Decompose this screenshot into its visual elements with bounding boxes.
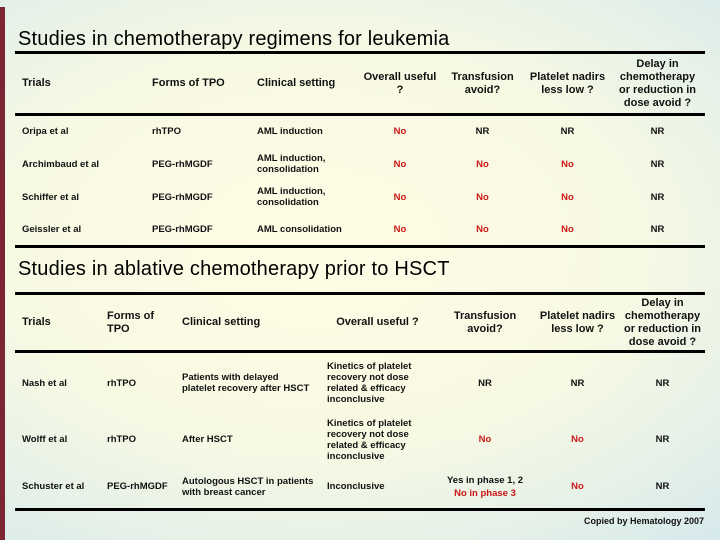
leukemia-studies-table: Trials Forms of TPO Clinical setting Ove… (15, 51, 705, 248)
table2-header: Trials Forms of TPO Clinical setting Ove… (15, 293, 705, 353)
form-cell: PEG-rhMGDF (145, 213, 250, 248)
col-header-forms-of-tpo: Forms of TPO (145, 52, 250, 116)
col-header-overall-useful: Overall useful ? (360, 52, 440, 116)
delay-cell: NR (655, 377, 670, 389)
transfusion-cell: No (476, 191, 489, 203)
overall-cell: Kinetics of platelet recovery not dose r… (327, 417, 412, 462)
hsct-studies-table: Trials Forms of TPO Clinical setting Ove… (15, 292, 705, 511)
form-cell: PEG-rhMGDF (152, 158, 213, 170)
setting-cell: After HSCT (182, 434, 233, 445)
section1-title: Studies in chemotherapy regimens for leu… (18, 28, 450, 50)
setting-cell: AML consolidation (250, 213, 360, 248)
table-row: Archimbaud et al PEG-rhMGDF AML inductio… (15, 148, 705, 181)
trial-cell: Schuster et al (15, 465, 100, 511)
table-row: Oripa et al rhTPO AML induction No NR NR… (15, 115, 705, 148)
table1-header-row: Trials Forms of TPO Clinical setting Ove… (15, 52, 705, 116)
col-header-platelet-nadirs: Platelet nadirs less low ? (525, 52, 610, 116)
delay-cell: NR (620, 465, 705, 511)
platelet-cell: NR (560, 126, 575, 138)
delay-cell: NR (650, 158, 665, 170)
trial-cell: Oripa et al (22, 126, 69, 138)
transfusion-cell: NR (475, 126, 490, 138)
table2-header-row: Trials Forms of TPO Clinical setting Ove… (15, 293, 705, 353)
setting-cell: Autologous HSCT in patients with breast … (175, 465, 320, 511)
transfusion-line: NR (478, 377, 492, 389)
table-row: Geissler et al PEG-rhMGDF AML consolidat… (15, 213, 705, 248)
table-row: Schiffer et al PEG-rhMGDF AML induction,… (15, 181, 705, 214)
table-row: Nash et al rhTPO Patients with delayed p… (15, 352, 705, 414)
delay-cell: NR (610, 213, 705, 248)
transfusion-cell: Yes in phase 1, 2 No in phase 3 (435, 465, 535, 511)
col-header-delay-chemotherapy: Delay in chemotherapy or reduction in do… (610, 52, 705, 116)
transfusion-line: No (478, 434, 492, 445)
col-header-transfusion-avoid: Transfusion avoid? (435, 293, 535, 353)
col-header-overall-useful: Overall useful ? (320, 293, 435, 353)
transfusion-cell: NR (435, 352, 535, 414)
col-header-clinical-setting: Clinical setting (250, 52, 360, 116)
col-header-trials: Trials (15, 52, 145, 116)
setting-cell: AML induction, consolidation (257, 186, 326, 208)
form-cell: PEG-rhMGDF (100, 465, 175, 511)
overall-cell: No (393, 158, 407, 170)
delay-cell: NR (650, 126, 665, 138)
form-cell: rhTPO (152, 126, 182, 138)
col-header-forms-of-tpo: Forms of TPO (100, 293, 175, 353)
setting-cell: Patients with delayed platelet recovery … (182, 372, 310, 395)
setting-cell: AML induction, consolidation (257, 153, 326, 175)
form-cell: PEG-rhMGDF (152, 191, 213, 203)
trial-cell: Geissler et al (15, 213, 145, 248)
platelet-cell: No (571, 434, 584, 445)
left-accent-bar (0, 7, 5, 540)
table-row: Schuster et al PEG-rhMGDF Autologous HSC… (15, 465, 705, 511)
trial-cell: Schiffer et al (22, 191, 80, 203)
transfusion-line: No in phase 3 (454, 487, 516, 499)
trial-cell: Nash et al (22, 377, 67, 389)
overall-cell: No (360, 213, 440, 248)
transfusion-cell: No (476, 158, 489, 170)
setting-cell: AML induction (257, 126, 323, 138)
platelet-cell: No (561, 191, 574, 203)
footer-credit: Copied by Hematology 2007 (583, 516, 704, 526)
overall-cell: Kinetics of platelet recovery not dose r… (327, 361, 412, 406)
overall-cell: No (393, 126, 407, 138)
table-row: Wolff et al rhTPO After HSCT Kinetics of… (15, 414, 705, 466)
platelet-cell: No (535, 465, 620, 511)
platelet-cell: No (525, 213, 610, 248)
transfusion-cell: No (440, 213, 525, 248)
platelet-cell: No (561, 158, 574, 170)
delay-cell: NR (650, 191, 665, 203)
trial-cell: Archimbaud et al (22, 158, 100, 170)
col-header-transfusion-avoid: Transfusion avoid? (440, 52, 525, 116)
trial-cell: Wolff et al (22, 434, 68, 445)
transfusion-line: Yes in phase 1, 2 (446, 474, 524, 486)
section2-title: Studies in ablative chemotherapy prior t… (18, 258, 450, 280)
form-cell: rhTPO (107, 377, 137, 389)
overall-cell: Inconclusive (320, 465, 435, 511)
col-header-trials: Trials (15, 293, 100, 353)
platelet-cell: NR (570, 377, 585, 389)
col-header-platelet-nadirs: Platelet nadirs less low ? (535, 293, 620, 353)
col-header-clinical-setting: Clinical setting (175, 293, 320, 353)
transfusion-cell: No (435, 414, 535, 466)
form-cell: rhTPO (107, 434, 137, 445)
overall-cell: No (393, 191, 407, 203)
delay-cell: NR (655, 434, 670, 445)
table1-header: Trials Forms of TPO Clinical setting Ove… (15, 52, 705, 116)
col-header-delay-chemotherapy: Delay in chemotherapy or reduction in do… (620, 293, 705, 353)
